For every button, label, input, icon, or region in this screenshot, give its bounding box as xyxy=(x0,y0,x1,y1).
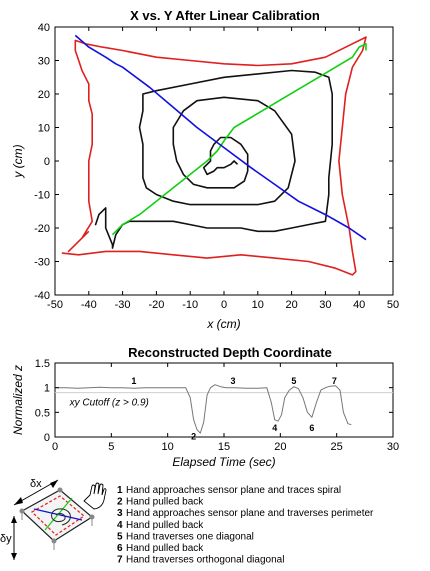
chart2-x-tick-label: 0 xyxy=(52,441,58,453)
chart2-title: Reconstructed Depth Coordinate xyxy=(128,345,332,360)
depth-coordinate-chart: Reconstructed Depth Coordinate xy Cutoff… xyxy=(11,345,399,469)
chart2-annotation-2: 2 xyxy=(191,431,196,441)
chart1-x-tick-label: -40 xyxy=(81,299,97,311)
dx-arrowhead-right xyxy=(50,480,58,488)
legend-item-text: Hand pulled back xyxy=(126,520,204,531)
perimeter-path xyxy=(31,495,85,536)
chart2-annotation-1: 1 xyxy=(131,376,136,386)
chart1-y-tick-label: -10 xyxy=(34,190,50,202)
chart1-x-ticks: -50 -40 -30 -20 -10 0 10 20 30 40 50 xyxy=(47,27,399,311)
legend-item-number: 2 xyxy=(117,497,123,508)
dy-arrowhead-top xyxy=(11,516,17,523)
chart2-y-tick-label: 0.5 xyxy=(35,407,50,419)
chart1-x-tick-label: 0 xyxy=(221,299,227,311)
chart1-x-tick-label: 30 xyxy=(319,299,331,311)
chart1-series-line-3 xyxy=(74,34,367,241)
chart1-x-tick-label: 20 xyxy=(285,299,297,311)
chart2-x-tick-label: 20 xyxy=(274,441,286,453)
sensor-diagram: δx δy xyxy=(0,478,107,560)
chart1-y-tick-label: 40 xyxy=(38,22,50,34)
chart2-x-tick-label: 30 xyxy=(387,441,399,453)
legend-item-number: 5 xyxy=(117,531,123,542)
chart1-x-tick-label: -10 xyxy=(182,299,198,311)
legend-item-text: Hand pulled back xyxy=(126,497,204,508)
hand-icon xyxy=(83,482,107,510)
chart2-threshold-label: xy Cutoff (z > 0.9) xyxy=(69,398,149,409)
chart2-series-group xyxy=(55,384,352,434)
dy-arrowhead-bottom xyxy=(11,553,17,560)
chart1-plot-area xyxy=(54,26,394,296)
chart2-annotation-5: 5 xyxy=(291,376,296,386)
dy-label: δy xyxy=(0,533,12,545)
corner-post xyxy=(57,487,63,493)
dx-label: δx xyxy=(30,478,42,490)
chart2-x-tick-label: 25 xyxy=(331,441,343,453)
chart1-y-tick-label: -20 xyxy=(34,223,50,235)
chart2-y-ticks: 0 0.5 1 1.5 xyxy=(35,358,393,444)
chart1-y-tick-label: 0 xyxy=(44,156,50,168)
legend-item-text: Hand traverses one diagonal xyxy=(126,531,254,542)
event-legend: 1 Hand approaches sensor plane and traces… xyxy=(117,485,374,566)
chart2-plot-area xyxy=(54,362,394,438)
chart1-y-tick-label: 30 xyxy=(38,56,50,68)
chart1-x-tick-label: 10 xyxy=(252,299,264,311)
xy-calibration-chart: X vs. Y After Linear Calibration -50 -40-… xyxy=(11,8,399,331)
chart2-annotations: 1 2 3 4 5 6 7 xyxy=(131,376,337,441)
chart1-x-tick-label: 40 xyxy=(353,299,365,311)
chart2-annotation-6: 6 xyxy=(309,423,314,433)
legend-item-number: 4 xyxy=(117,520,123,531)
chart1-x-tick-label: -30 xyxy=(115,299,131,311)
chart1-series-line-2 xyxy=(111,43,367,236)
chart2-annotation-3: 3 xyxy=(231,376,236,386)
chart2-x-tick-label: 10 xyxy=(162,441,174,453)
chart1-y-tick-label: -30 xyxy=(34,257,50,269)
chart2-y-tick-label: 1 xyxy=(44,383,50,395)
chart2-x-ticks: 0 5 10 15 20 25 30 xyxy=(52,363,399,453)
chart1-y-tick-label: 20 xyxy=(38,89,50,101)
chart2-series-line-0 xyxy=(55,384,352,434)
chart1-xlabel: x (cm) xyxy=(206,317,240,331)
legend-item-text: Hand approaches sensor plane and traces … xyxy=(126,485,341,496)
legend-item-number: 7 xyxy=(117,555,123,566)
chart1-y-tick-label: -40 xyxy=(34,290,50,302)
legend-item-number: 6 xyxy=(117,543,123,554)
legend-item-number: 3 xyxy=(117,508,123,519)
chart1-ylabel: y (cm) xyxy=(11,144,25,178)
chart2-x-tick-label: 15 xyxy=(218,441,230,453)
chart1-x-tick-label: -20 xyxy=(148,299,164,311)
chart1-x-tick-label: -50 xyxy=(47,299,63,311)
chart2-y-tick-label: 1.5 xyxy=(35,358,50,370)
chart1-y-ticks: -40 -30 -20 -10 0 10 20 30 40 xyxy=(34,22,393,302)
chart2-annotation-4: 4 xyxy=(272,423,277,433)
chart2-x-tick-label: 5 xyxy=(108,441,114,453)
chart2-ylabel: Normalized z xyxy=(11,365,25,435)
chart2-annotation-7: 7 xyxy=(332,376,337,386)
legend-item-number: 1 xyxy=(117,485,123,496)
chart1-y-tick-label: 10 xyxy=(38,123,50,135)
chart1-series-line-0 xyxy=(61,36,367,276)
legend-item-text: Hand approaches sensor plane and travers… xyxy=(126,508,374,519)
chart2-xlabel: Elapsed Time (sec) xyxy=(172,455,275,469)
legend-item-text: Hand traverses orthogonal diagonal xyxy=(126,555,284,566)
chart1-x-tick-label: 50 xyxy=(387,299,399,311)
chart1-series-group xyxy=(61,34,367,276)
legend-item-text: Hand pulled back xyxy=(126,543,204,554)
dx-arrowhead-left xyxy=(14,497,23,505)
spiral-path xyxy=(51,508,71,526)
chart1-series-line-1 xyxy=(94,69,333,249)
chart1-title: X vs. Y After Linear Calibration xyxy=(130,8,320,23)
chart2-y-tick-label: 0 xyxy=(44,432,50,444)
